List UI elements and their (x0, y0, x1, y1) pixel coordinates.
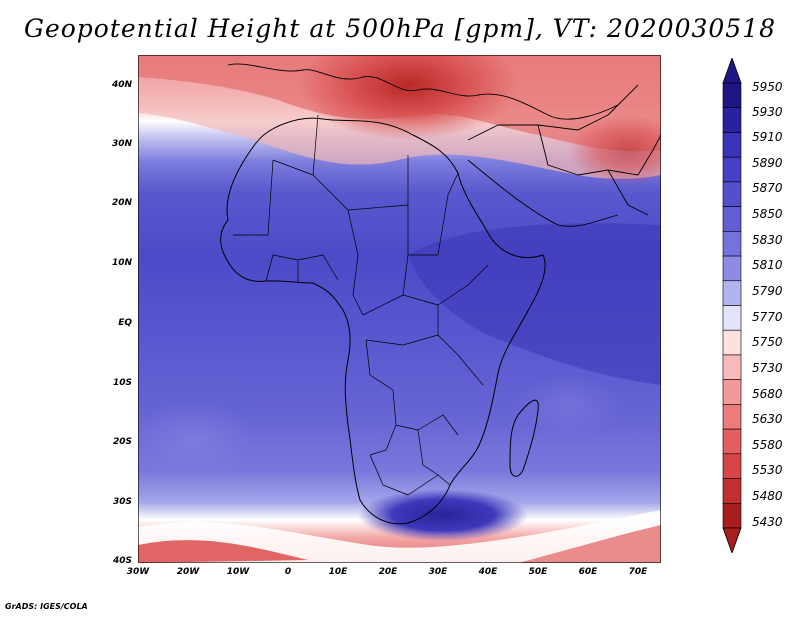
lon-label-10w: 10W (226, 567, 250, 577)
colorbar-label-5910: 5910 (752, 130, 783, 144)
southern-ridge-white (138, 510, 661, 563)
lon-label-60e: 60E (578, 567, 598, 577)
colorbar-bottom-arrow (722, 527, 742, 553)
lon-label-20w: 20W (176, 567, 200, 577)
colorbar-label-5850: 5850 (752, 207, 783, 221)
europe-asia-coastline (227, 63, 661, 227)
colorbar-label-5430: 5430 (752, 515, 783, 529)
colorbar-label-5930: 5930 (752, 105, 783, 119)
africa-coastline (220, 117, 546, 525)
colorbar-label-5950: 5950 (752, 80, 783, 94)
colorbar-cell (722, 404, 742, 430)
lat-label-20n: 20N (111, 198, 132, 208)
map-panel (138, 55, 661, 563)
colorbar-label-5830: 5830 (752, 233, 783, 247)
colorbar-label-5730: 5730 (752, 361, 783, 375)
colorbar-cell (722, 206, 742, 232)
lat-label-40s: 40S (112, 556, 132, 566)
colorbar-label-5580: 5580 (752, 438, 783, 452)
colorbar-cell (722, 132, 742, 158)
colorbar-label-5810: 5810 (752, 258, 783, 272)
colorbar-cell (722, 231, 742, 257)
colorbar-cell (722, 280, 742, 306)
colorbar-label-5890: 5890 (752, 156, 783, 170)
colorbar-cell (722, 502, 742, 529)
lat-label-30n: 30N (111, 139, 132, 149)
lon-label-40e: 40E (478, 567, 498, 577)
east-trough (568, 115, 661, 185)
colorbar-cell (722, 107, 742, 133)
colorbar-label-5530: 5530 (752, 463, 783, 477)
southern-trough-west (138, 540, 308, 563)
country-borders (233, 114, 489, 496)
colorbar-cell (722, 354, 742, 380)
lon-label-10e: 10E (328, 567, 348, 577)
lat-label-20s: 20S (112, 437, 132, 447)
colorbar (722, 58, 742, 553)
equatorial-high (408, 223, 661, 385)
height-field-map (138, 55, 661, 563)
mediterranean-trough (298, 55, 518, 140)
southern-trough-east (518, 525, 661, 563)
lat-label-40n: 40N (111, 80, 132, 90)
colorbar-cells (722, 82, 742, 529)
colorbar-label-5770: 5770 (752, 310, 783, 324)
lon-label-20e: 20E (378, 567, 398, 577)
colorbar-cell (722, 379, 742, 405)
colorbar-cell (722, 428, 742, 455)
map-title: Geopotential Height at 500hPa [gpm], VT:… (23, 14, 777, 43)
colorbar-label-5790: 5790 (752, 284, 783, 298)
map-frame (138, 55, 661, 563)
colorbar-top-arrow (722, 58, 742, 84)
lon-label-70e: 70E (628, 567, 648, 577)
colorbar-label-5480: 5480 (752, 489, 783, 503)
lon-label-30w: 30W (126, 567, 150, 577)
colorbar-cell (722, 453, 742, 479)
colorbar-cell (722, 255, 742, 282)
lon-label-50e: 50E (528, 567, 548, 577)
lon-label-0: 0 (284, 567, 292, 577)
lat-label-10s: 10S (112, 378, 132, 388)
colorbar-label-5630: 5630 (752, 412, 783, 426)
colorbar-cell (722, 82, 742, 109)
indian-ocean-pocket (513, 375, 623, 435)
lon-label-30e: 30E (428, 567, 448, 577)
colorbar-label-5870: 5870 (752, 181, 783, 195)
colorbar-label-5680: 5680 (752, 387, 783, 401)
lat-label-eq: EQ (118, 318, 132, 328)
colorbar-cell (722, 478, 742, 504)
colorbar-label-5750: 5750 (752, 335, 783, 349)
colorbar-cell (722, 181, 742, 207)
lat-label-30s: 30S (112, 497, 132, 507)
colorbar-cell (722, 329, 742, 356)
grads-credit: GrADS: IGES/COLA (5, 602, 88, 611)
southern-high (358, 489, 528, 541)
atlantic-low-pocket (138, 400, 253, 480)
colorbar-cell (722, 156, 742, 183)
lat-label-10n: 10N (111, 258, 132, 268)
colorbar-cell (722, 305, 742, 331)
